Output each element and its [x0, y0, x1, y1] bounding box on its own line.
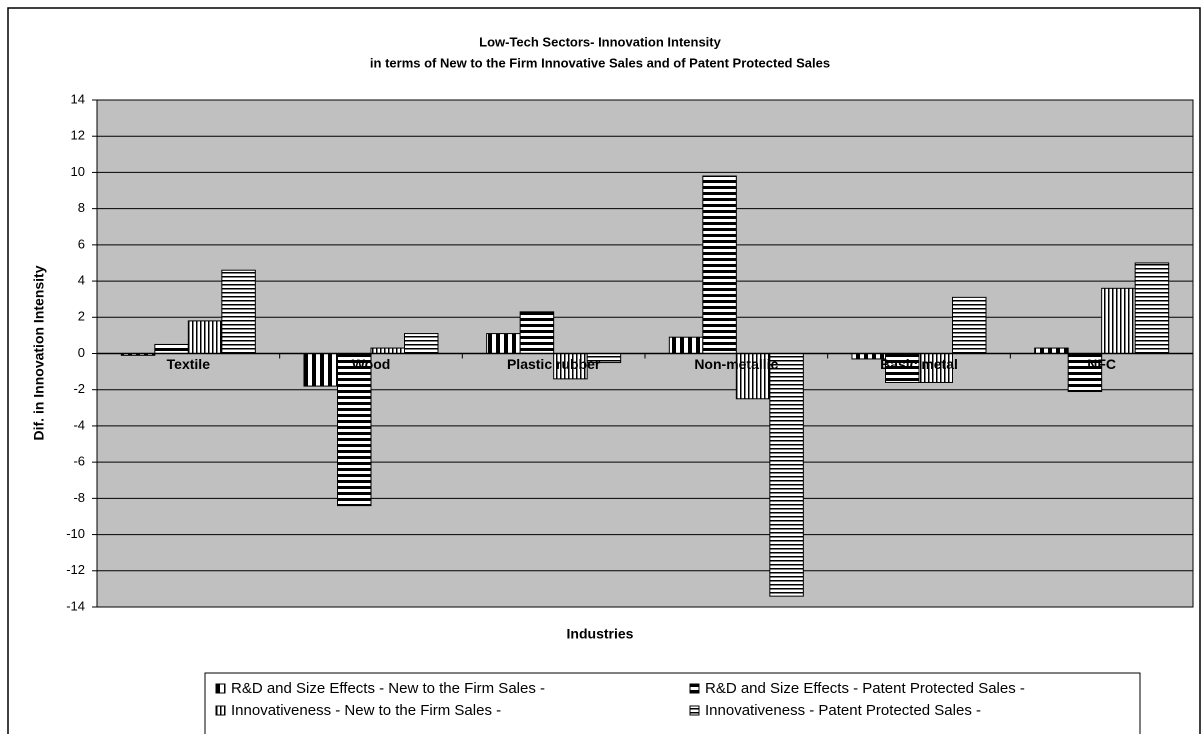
y-tick-label: -14	[66, 598, 85, 613]
x-tick-label: Textile	[167, 356, 211, 372]
bar	[1101, 287, 1136, 355]
x-tick-label: Non-metallic	[694, 356, 778, 372]
y-tick-label: 0	[78, 345, 85, 360]
chart-title: Low-Tech Sectors- Innovation Intensity	[479, 34, 721, 49]
bar	[519, 311, 555, 355]
legend-swatch	[689, 705, 700, 716]
y-tick-label: -4	[73, 417, 85, 432]
y-tick-label: 6	[78, 236, 85, 251]
bar	[303, 353, 338, 387]
y-tick-label: 14	[71, 91, 85, 106]
y-tick-label: -12	[66, 562, 85, 577]
bar	[1134, 262, 1170, 355]
x-tick-label: Plastic rubber	[507, 356, 601, 372]
legend-label: R&D and Size Effects - New to the Firm S…	[231, 680, 545, 697]
bar	[702, 175, 737, 354]
bar	[404, 333, 439, 355]
legend-label: R&D and Size Effects - Patent Protected …	[705, 680, 1025, 697]
y-tick-label: 2	[78, 309, 85, 324]
bar	[154, 343, 189, 355]
bar	[918, 353, 953, 383]
bar	[337, 353, 372, 507]
y-tick-label: -2	[73, 381, 85, 396]
legend-label: Innovativeness - Patent Protected Sales …	[705, 702, 981, 719]
x-tick-label: NFC	[1087, 356, 1116, 372]
bar	[221, 269, 256, 355]
x-axis-label: Industries	[567, 626, 634, 642]
legend-swatch	[689, 683, 700, 694]
y-tick-label: -6	[73, 454, 85, 469]
y-tick-label: 4	[78, 273, 85, 288]
y-tick-label: 12	[71, 128, 85, 143]
legend-swatch	[215, 683, 226, 694]
chart-subtitle: in terms of New to the Firm Innovative S…	[370, 55, 830, 70]
y-tick-label: 8	[78, 200, 85, 215]
legend-label: Innovativeness - New to the Firm Sales -	[231, 702, 501, 719]
y-tick-label: -10	[66, 526, 85, 541]
legend	[204, 672, 1141, 734]
y-axis-label: Dif. in Innovation Intensity	[31, 265, 47, 440]
legend-swatch	[215, 705, 226, 716]
bar	[952, 296, 987, 354]
x-tick-label: Basic metal	[880, 356, 958, 372]
bar	[1034, 347, 1069, 355]
bar	[668, 336, 704, 355]
x-tick-label: Wood	[352, 356, 391, 372]
bar	[735, 353, 771, 400]
bar	[370, 347, 405, 355]
bar	[187, 320, 223, 354]
bar	[769, 353, 804, 597]
y-tick-label: -8	[73, 490, 85, 505]
y-tick-label: 10	[71, 164, 85, 179]
bar	[486, 333, 521, 355]
bar	[1067, 353, 1103, 393]
